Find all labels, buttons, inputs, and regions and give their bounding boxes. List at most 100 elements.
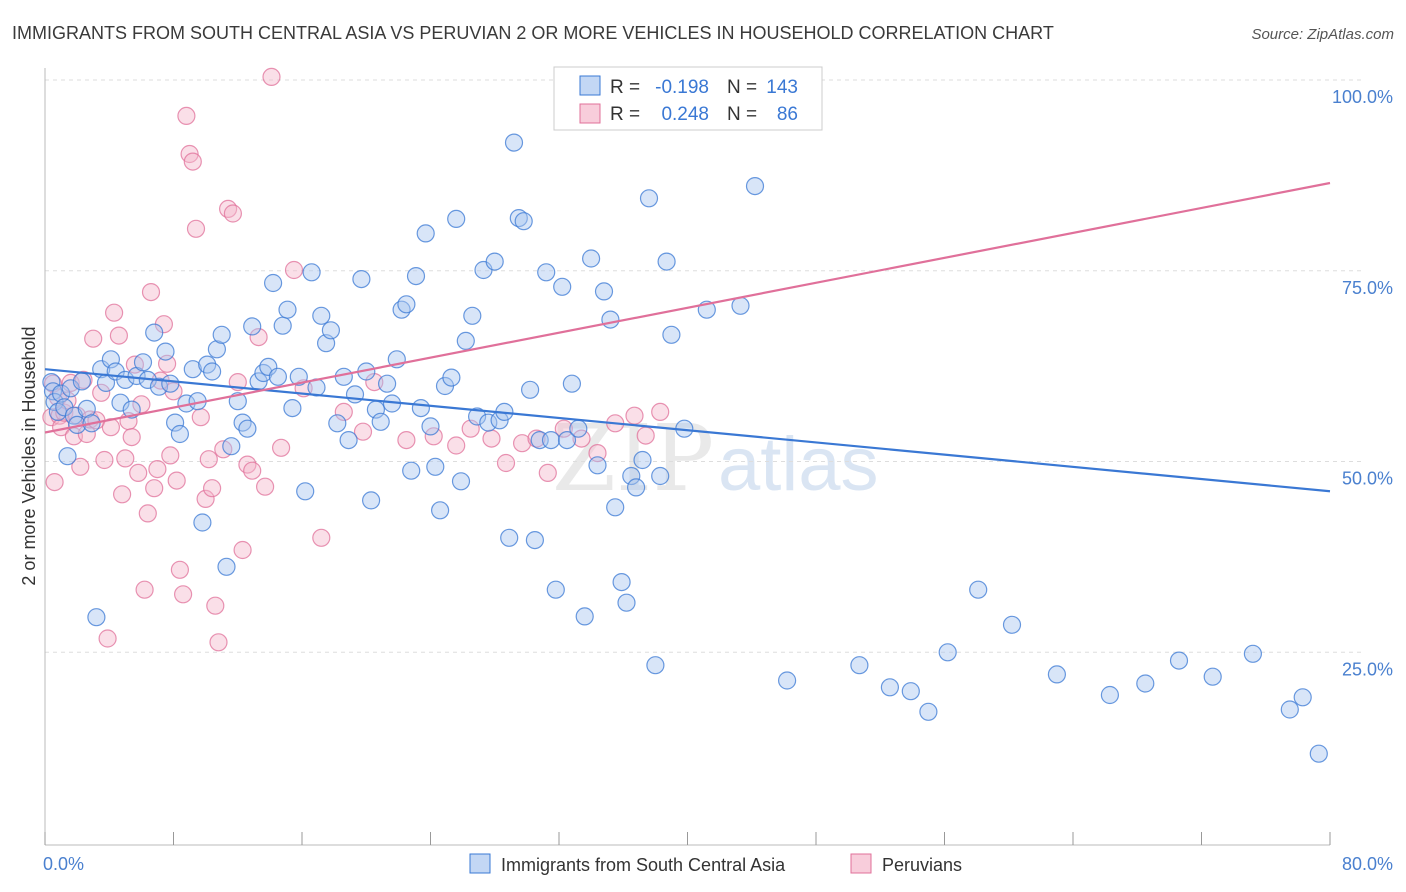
point-south-central-asia-58	[321, 321, 340, 340]
point-south-central-asia-141	[1293, 688, 1312, 707]
point-south-central-asia-134	[1047, 665, 1067, 684]
point-peruvians-59	[243, 461, 262, 480]
point-south-central-asia-7	[61, 379, 80, 398]
point-south-central-asia-71	[392, 300, 411, 319]
legend-swatch-blue	[579, 75, 601, 96]
point-peruvians-23	[112, 485, 132, 504]
point-peruvians-57	[233, 540, 252, 560]
point-south-central-asia-132	[969, 580, 988, 599]
point-south-central-asia-137	[1169, 651, 1189, 670]
point-south-central-asia-126	[777, 671, 797, 690]
point-south-central-asia-103	[557, 431, 577, 450]
point-peruvians-40	[167, 471, 186, 490]
point-south-central-asia-65	[362, 491, 381, 510]
point-peruvians-58	[238, 455, 257, 474]
point-south-central-asia-47	[264, 273, 283, 293]
point-south-central-asia-138	[1203, 667, 1222, 686]
point-south-central-asia-127	[850, 656, 869, 675]
point-south-central-asia-78	[426, 457, 445, 476]
point-south-central-asia-46	[259, 357, 278, 376]
point-peruvians-33	[145, 479, 164, 498]
point-south-central-asia-39	[222, 437, 241, 456]
point-peruvians-55	[223, 204, 242, 223]
point-peruvians-72	[447, 436, 466, 455]
point-south-central-asia-27	[161, 374, 180, 393]
point-peruvians-61	[256, 477, 275, 496]
point-south-central-asia-4	[51, 384, 71, 403]
point-south-central-asia-136	[1136, 674, 1155, 693]
point-south-central-asia-118	[646, 656, 665, 675]
point-peruvians-24	[116, 449, 135, 468]
point-south-central-asia-67	[371, 412, 390, 431]
point-south-central-asia-77	[421, 417, 440, 436]
axes: 25.0% 50.0% 75.0% 100.0% 0.0% 80.0%	[43, 68, 1393, 874]
point-south-central-asia-37	[212, 325, 231, 344]
point-south-central-asia-38	[217, 557, 236, 576]
point-south-central-asia-48	[268, 367, 287, 386]
trendline-south-central-asia	[44, 368, 1331, 493]
point-peruvians-64	[284, 260, 304, 280]
point-peruvians-67	[334, 402, 353, 421]
point-south-central-asia-79	[431, 501, 450, 520]
point-south-central-asia-99	[537, 263, 556, 282]
point-south-central-asia-113	[617, 593, 636, 612]
point-peruvians-84	[636, 426, 655, 445]
point-peruvians-41	[170, 560, 189, 579]
point-peruvians-51	[206, 596, 225, 615]
point-south-central-asia-92	[500, 528, 519, 547]
point-south-central-asia-96	[520, 380, 540, 399]
point-south-central-asia-121	[662, 325, 681, 344]
bottom-legend-swatch-pink	[850, 853, 872, 874]
point-south-central-asia-75	[411, 399, 430, 418]
point-peruvians-83	[625, 406, 644, 425]
point-south-central-asia-11	[77, 399, 96, 418]
legend-r-value-blue: -0.198	[655, 77, 709, 98]
y-tick-label-25: 25.0%	[1342, 659, 1393, 679]
point-south-central-asia-62	[345, 385, 365, 404]
legend-swatch-pink	[579, 103, 601, 124]
point-peruvians-47	[191, 408, 210, 427]
point-south-central-asia-63	[352, 270, 371, 289]
point-south-central-asia-59	[328, 414, 347, 433]
point-south-central-asia-28	[166, 413, 185, 432]
gridlines	[45, 79, 1365, 653]
y-tick-label-100: 100.0%	[1332, 87, 1393, 107]
point-south-central-asia-111	[606, 498, 625, 517]
point-south-central-asia-35	[203, 362, 222, 381]
point-south-central-asia-68	[378, 374, 397, 393]
x-tick-label-80: 80.0%	[1342, 854, 1393, 874]
point-south-central-asia-29	[170, 424, 189, 444]
point-peruvians-2	[45, 473, 64, 492]
point-south-central-asia-56	[312, 306, 331, 325]
point-south-central-asia-6	[58, 447, 77, 466]
point-peruvians-11	[71, 457, 90, 476]
point-south-central-asia-36	[207, 340, 226, 359]
legend-r-label-pink: R =	[610, 104, 640, 125]
point-peruvians-17	[92, 383, 111, 402]
point-south-central-asia-72	[397, 295, 416, 314]
point-south-central-asia-116	[633, 450, 652, 470]
point-south-central-asia-89	[485, 252, 504, 271]
point-south-central-asia-41	[233, 413, 252, 432]
point-south-central-asia-31	[183, 360, 202, 379]
point-south-central-asia-131	[938, 643, 957, 662]
point-south-central-asia-112	[612, 572, 631, 592]
watermark-zip: ZIP	[552, 405, 714, 512]
point-south-central-asia-26	[156, 342, 175, 361]
point-south-central-asia-94	[509, 209, 528, 228]
trend-lines	[44, 181, 1331, 493]
point-peruvians-49	[199, 450, 218, 469]
point-south-central-asia-22	[133, 353, 153, 372]
point-south-central-asia-13	[87, 608, 106, 627]
point-peruvians-34	[148, 460, 167, 479]
legend-r-label-blue: R =	[610, 77, 640, 98]
point-peruvians-18	[95, 450, 114, 470]
point-south-central-asia-88	[479, 413, 498, 432]
point-peruvians-79	[554, 419, 573, 438]
point-peruvians-62	[262, 67, 281, 87]
point-south-central-asia-43	[243, 317, 262, 336]
bottom-legend-swatch-blue	[469, 853, 491, 874]
point-south-central-asia-108	[588, 456, 607, 475]
point-peruvians-76	[512, 434, 532, 453]
